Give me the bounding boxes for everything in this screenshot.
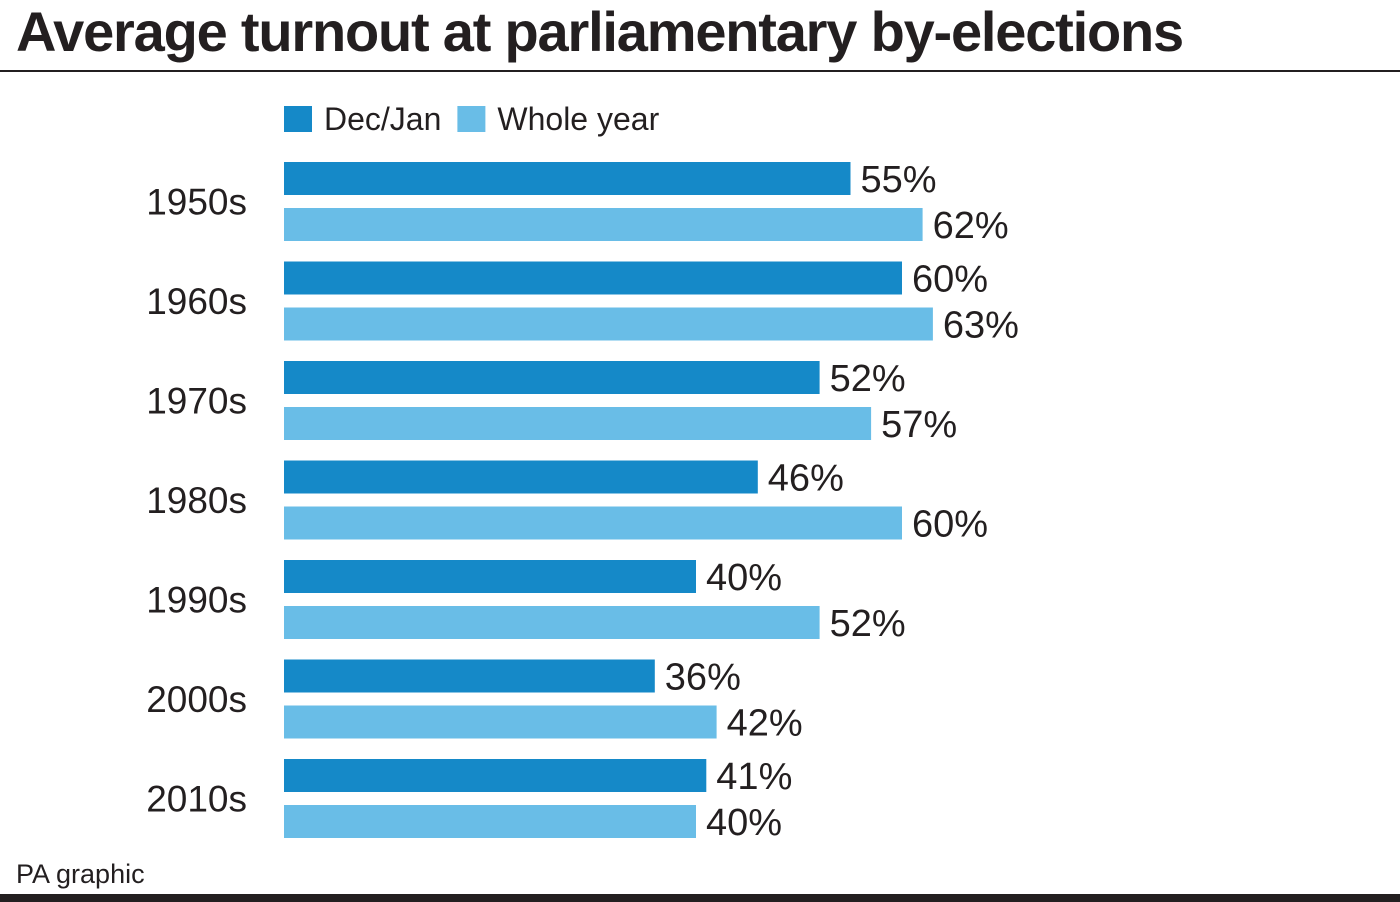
title-divider (0, 70, 1400, 72)
value-label-whole-year: 40% (706, 802, 782, 844)
legend-swatch-whole-year (457, 106, 486, 132)
value-label-whole-year: 63% (943, 305, 1019, 347)
source-credit: PA graphic (16, 859, 145, 889)
bar-dec-jan (284, 759, 707, 792)
bar-whole-year (284, 506, 902, 540)
bar-whole-year (284, 407, 872, 440)
bar-whole-year (284, 705, 717, 739)
bar-whole-year (284, 208, 923, 241)
value-label-dec-jan: 40% (706, 557, 782, 599)
legend-swatch-dec-jan (284, 106, 312, 132)
bar-dec-jan (284, 460, 758, 494)
category-label: 2000s (146, 679, 247, 720)
value-label-whole-year: 57% (881, 404, 957, 446)
bar-dec-jan (284, 560, 696, 593)
category-label: 1970s (146, 381, 247, 422)
value-label-whole-year: 42% (727, 703, 803, 745)
legend-label-whole-year: Whole year (497, 101, 659, 137)
value-label-dec-jan: 36% (665, 657, 741, 699)
bottom-divider (0, 894, 1400, 902)
bar-dec-jan (284, 261, 902, 295)
bar-dec-jan (284, 162, 851, 195)
category-label: 1960s (146, 281, 247, 322)
value-label-dec-jan: 52% (830, 358, 906, 400)
category-label: 2010s (146, 779, 247, 820)
value-label-dec-jan: 41% (716, 756, 792, 798)
category-label: 1980s (146, 480, 247, 521)
value-label-whole-year: 62% (933, 205, 1009, 247)
bar-whole-year (284, 307, 933, 341)
value-label-whole-year: 52% (830, 603, 906, 645)
value-label-dec-jan: 46% (768, 458, 844, 500)
value-label-whole-year: 60% (912, 504, 988, 546)
chart-title: Average turnout at parliamentary by-elec… (16, 0, 1184, 63)
value-label-dec-jan: 60% (912, 259, 988, 301)
category-label: 1950s (146, 182, 247, 223)
bar-whole-year (284, 606, 820, 639)
bar-whole-year (284, 805, 696, 838)
value-label-dec-jan: 55% (861, 159, 937, 201)
bar-dec-jan (284, 659, 655, 693)
category-label: 1990s (146, 580, 247, 621)
legend-label-dec-jan: Dec/Jan (324, 101, 441, 137)
bar-dec-jan (284, 361, 820, 394)
